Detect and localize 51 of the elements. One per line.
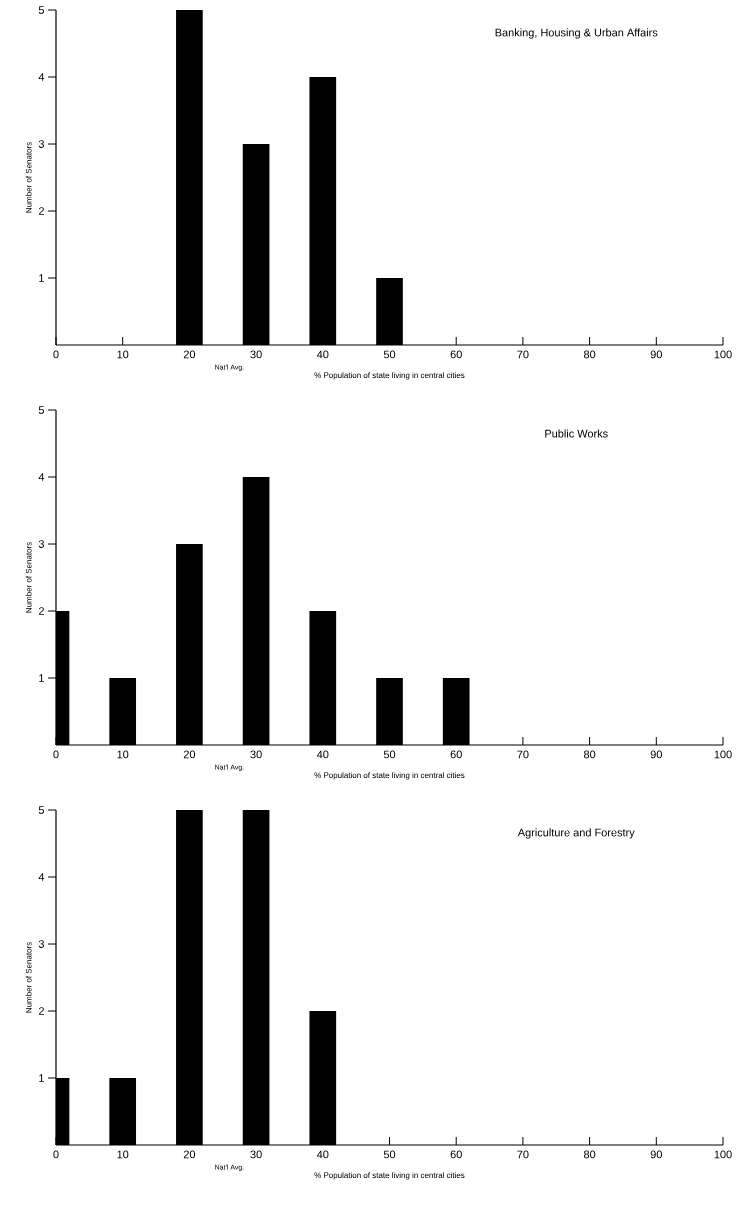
x-tick-label: 40 [316, 350, 329, 359]
x-tick-label: 50 [383, 350, 396, 359]
y-tick-label: 2 [38, 207, 44, 215]
x-tick-label: 20 [183, 1150, 196, 1159]
x-tick-label: 80 [583, 750, 596, 759]
y-tick-label: 5 [38, 806, 45, 814]
x-tick-label: 20 [183, 350, 196, 359]
text: Public Works [545, 429, 608, 438]
y-tick-label: 1 [39, 274, 44, 282]
x-tick-label: 0 [53, 350, 59, 359]
y-tick-label: 3 [38, 940, 44, 948]
y-tick-label: 3 [38, 540, 44, 548]
x-tick-label: 100 [714, 350, 732, 359]
y-tick-label: 5 [38, 406, 45, 414]
x-tick-label: 30 [250, 350, 262, 359]
y-tick-label: 3 [38, 140, 44, 148]
x-tick-label: 10 [117, 1150, 129, 1159]
x-tick-label: 0 [53, 1150, 59, 1159]
y-tick-label: 2 [38, 607, 44, 615]
y-tick-label: 2 [38, 1007, 44, 1015]
x-tick-label: 30 [250, 750, 262, 759]
x-tick-label: 100 [714, 750, 732, 759]
x-tick-label: 10 [117, 750, 129, 759]
x-tick-label: 60 [450, 350, 462, 359]
x-tick-label: 70 [517, 750, 529, 759]
y-tick-label: 5 [38, 6, 45, 14]
x-tick-label: 30 [250, 1150, 262, 1159]
x-tick-label: 40 [316, 750, 329, 759]
y-tick-label: 4 [38, 873, 45, 881]
x-tick-label: 50 [383, 1150, 396, 1159]
x-tick-label: 20 [183, 750, 196, 759]
x-tick-label: 60 [450, 1150, 462, 1159]
x-tick-label: 70 [517, 350, 529, 359]
x-tick-label: 90 [650, 750, 662, 759]
x-tick-label: 80 [583, 1150, 596, 1159]
y-tick-label: 1 [39, 1074, 44, 1082]
y-tick-label: 4 [38, 73, 45, 81]
x-tick-label: 50 [383, 750, 396, 759]
text: Agriculture and Forestry [517, 828, 635, 839]
x-tick-label: 40 [316, 1150, 329, 1159]
y-tick-label: 1 [39, 674, 44, 682]
x-tick-label: 100 [714, 1150, 732, 1159]
x-tick-label: 90 [650, 350, 662, 359]
x-tick-label: 70 [517, 1150, 529, 1159]
x-tick-label: 0 [53, 750, 59, 759]
x-tick-label: 80 [583, 350, 596, 359]
text: Banking, Housing & Urban Affairs [495, 28, 658, 39]
y-tick-label: 4 [38, 473, 45, 481]
x-tick-label: 10 [117, 350, 129, 359]
x-tick-label: 60 [450, 750, 462, 759]
x-tick-label: 90 [650, 1150, 662, 1159]
